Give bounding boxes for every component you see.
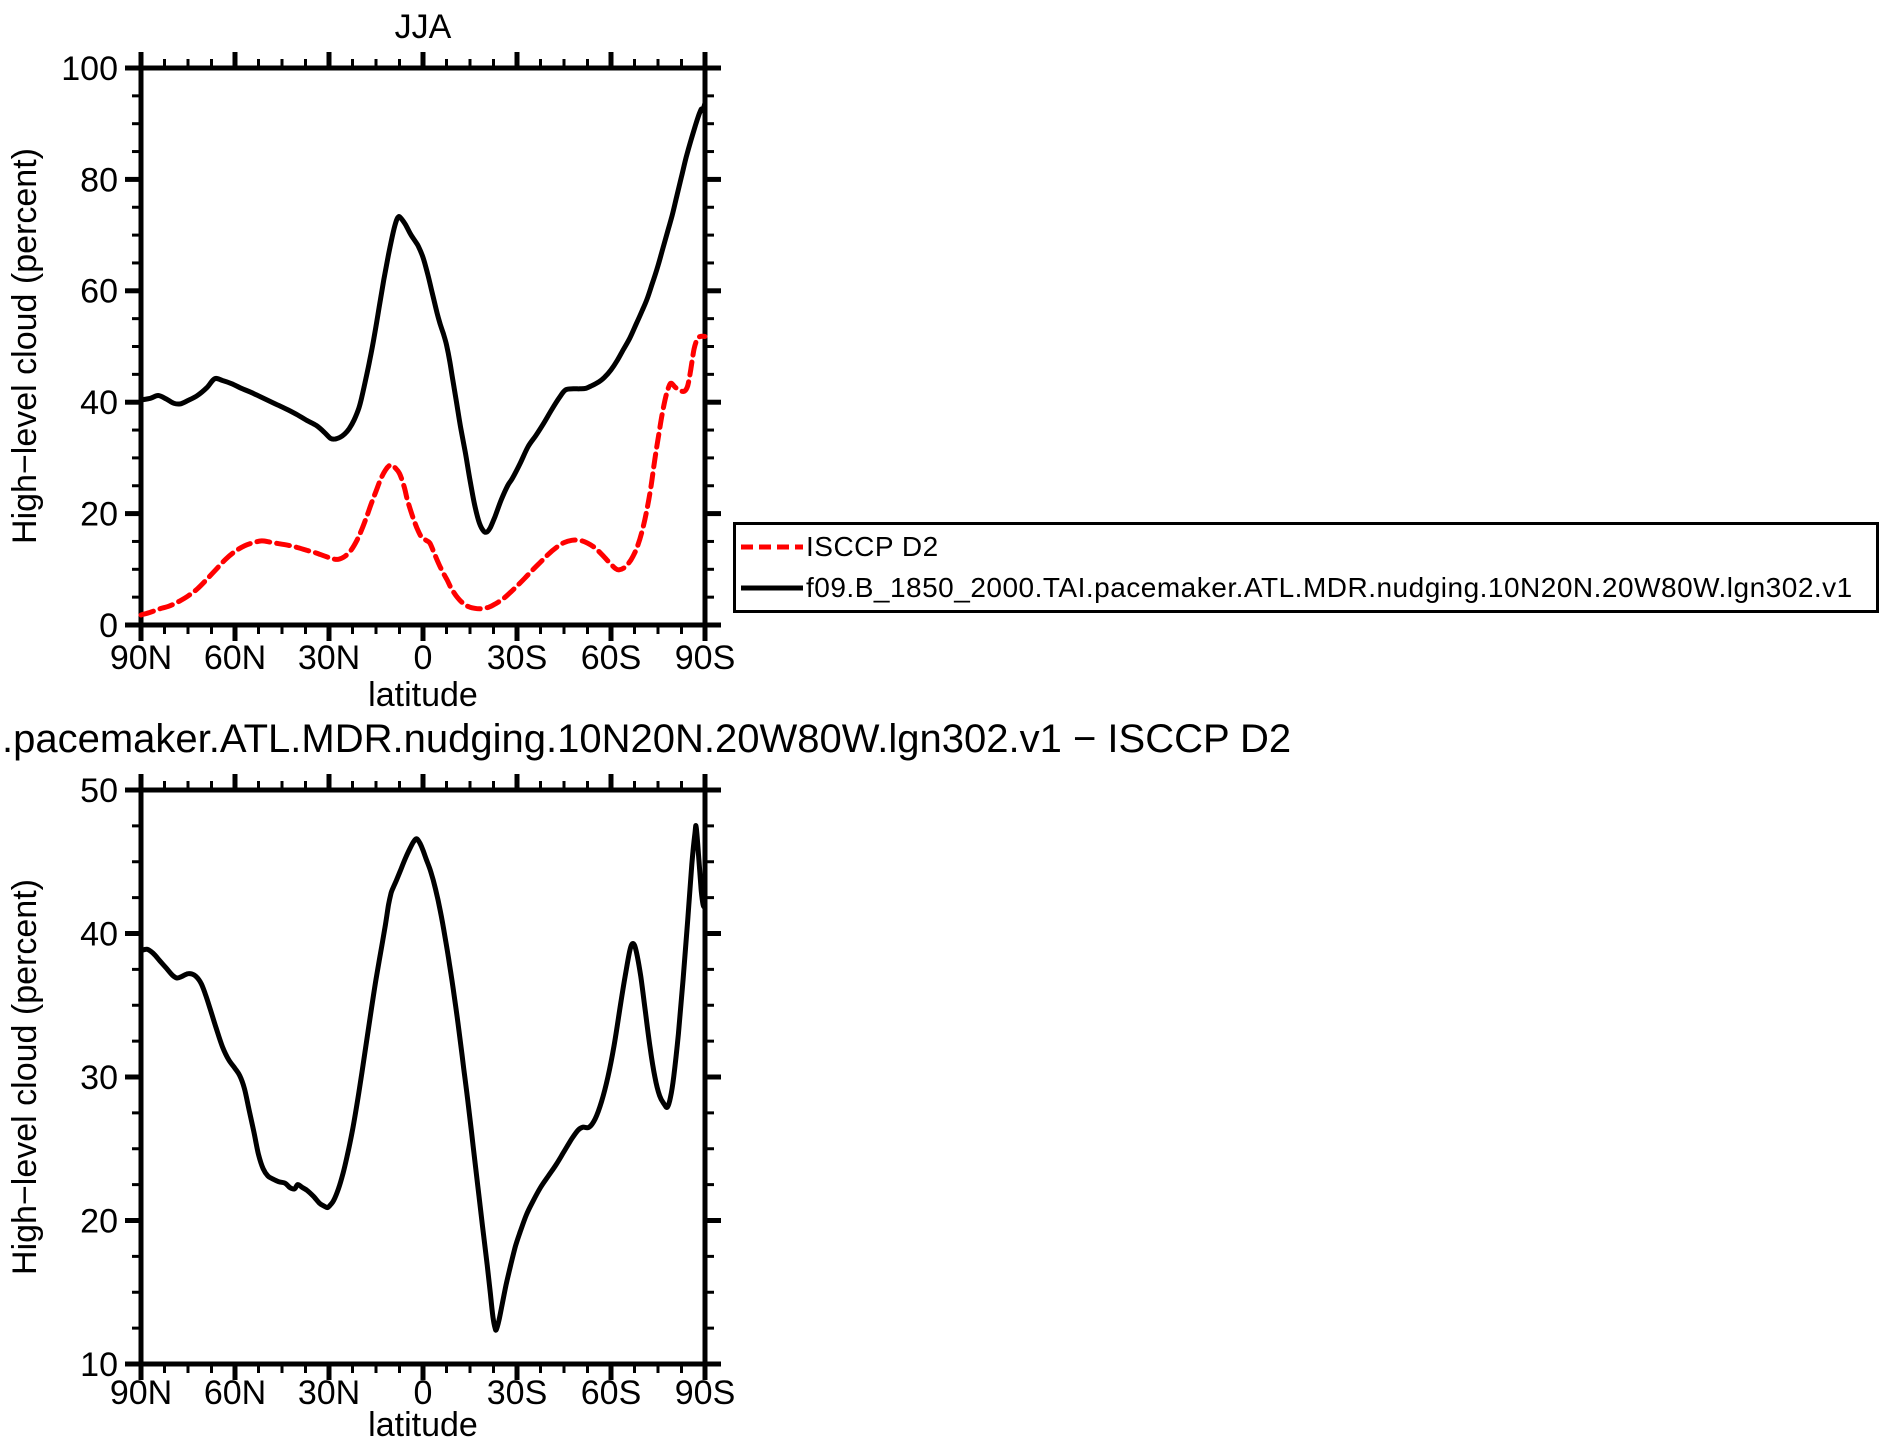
y-tick-label: 60 <box>80 273 118 311</box>
x-tick-label: 0 <box>414 639 433 677</box>
y-tick-label: 20 <box>80 1202 118 1240</box>
x-tick-label: 90N <box>110 1374 172 1412</box>
x-tick-label: 30S <box>487 639 548 677</box>
y-tick-label: 100 <box>61 50 118 88</box>
legend-entry-isccp-d2: ISCCP D2 <box>740 531 939 563</box>
bottom-chart: 90N 60N 30N 0 30S 60S 90S 10 20 30 40 50 <box>80 772 735 1412</box>
top-chart-y-axis-title: High−level cloud (percent) <box>6 148 44 544</box>
y-tick-label: 0 <box>99 607 118 645</box>
x-tick-label: 90S <box>675 1374 736 1412</box>
legend-label-model: f09.B_1850_2000.TAI.pacemaker.ATL.MDR.nu… <box>806 572 1853 603</box>
y-tick-label: 40 <box>80 384 118 422</box>
axes-frame <box>138 787 708 1367</box>
x-tick-label: 30N <box>298 639 360 677</box>
axes-frame <box>138 65 708 628</box>
top-chart-title: JJA <box>395 8 452 46</box>
legend-dashed-red-line-icon <box>741 544 803 550</box>
x-tick-label: 90N <box>110 639 172 677</box>
isccp_d2-curve <box>138 333 708 618</box>
legend-label-isccp-d2: ISCCP D2 <box>806 531 939 562</box>
y-tick-label: 20 <box>80 496 118 534</box>
top-chart-x-axis-title: latitude <box>368 676 478 714</box>
bottom-chart-title: .pacemaker.ATL.MDR.nudging.10N20N.20W80W… <box>2 717 1291 761</box>
x-tick-label: 30N <box>298 1374 360 1412</box>
x-tick-label: 0 <box>414 1374 433 1412</box>
bottom-chart-y-axis-title: High−level cloud (percent) <box>6 879 44 1275</box>
x-tick-label: 60S <box>581 1374 642 1412</box>
difference-curve <box>138 823 708 1333</box>
bottom-chart-x-axis-title: latitude <box>368 1406 478 1442</box>
y-tick-label: 10 <box>80 1346 118 1384</box>
y-tick-label: 40 <box>80 915 118 953</box>
x-tick-label: 30S <box>487 1374 548 1412</box>
y-tick-label: 50 <box>80 772 118 810</box>
model-curve <box>138 100 708 535</box>
top-chart: 90N 60N 30N 0 30S 60S 90S 0 20 40 60 80 100 <box>61 50 735 677</box>
x-tick-label: 60S <box>581 639 642 677</box>
y-tick-label: 80 <box>80 161 118 199</box>
y-tick-label: 30 <box>80 1059 118 1097</box>
x-tick-label: 60N <box>204 639 266 677</box>
legend-box: ISCCP D2 f09.B_1850_2000.TAI.pacemaker.A… <box>733 522 1879 613</box>
legend-entry-model: f09.B_1850_2000.TAI.pacemaker.ATL.MDR.nu… <box>740 572 1853 604</box>
legend-solid-black-line-icon <box>741 585 803 591</box>
x-tick-label: 60N <box>204 1374 266 1412</box>
x-tick-label: 90S <box>675 639 736 677</box>
